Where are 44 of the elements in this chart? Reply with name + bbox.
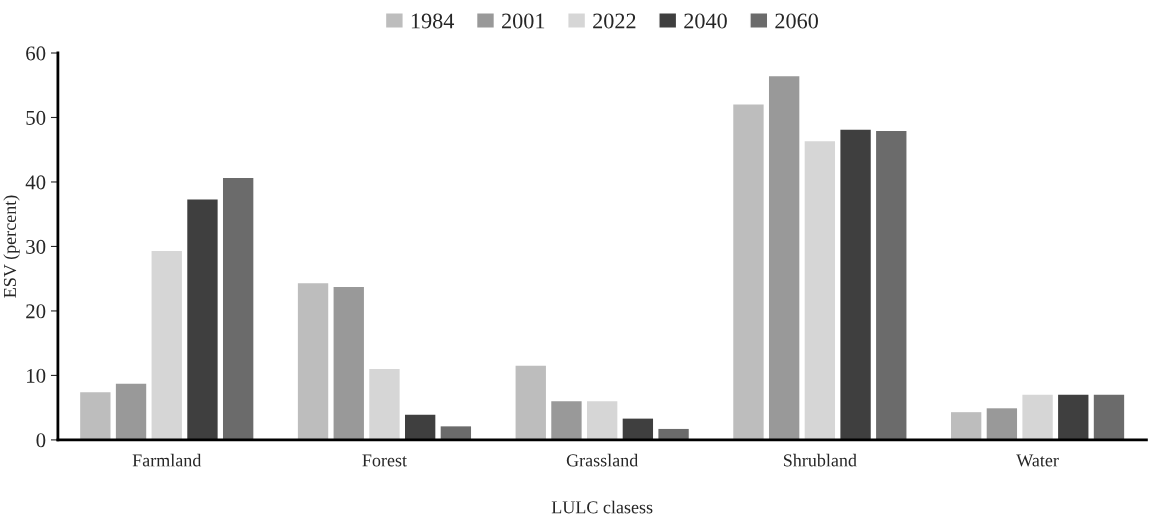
bar (950, 412, 982, 440)
bar (297, 283, 329, 440)
bar (151, 250, 182, 440)
bar (369, 368, 400, 440)
bar (187, 199, 218, 440)
bar (586, 401, 618, 440)
legend-label: 2001 (502, 13, 545, 29)
y-tick-label: 60 (26, 46, 46, 61)
y-tick-label: 20 (26, 304, 46, 319)
bar (551, 401, 582, 440)
x-tick-label: Farmland (132, 453, 202, 467)
bar (658, 428, 689, 440)
bar (876, 131, 907, 440)
legend-label: 2040 (684, 13, 727, 29)
x-axis-title: LULC clasess (551, 500, 653, 514)
y-axis-title: ESV (percent) (3, 195, 20, 298)
y-tick-label: 10 (27, 368, 46, 383)
x-tick-label: Forest (362, 454, 407, 467)
bar (840, 129, 871, 440)
x-tick-label: Grassland (566, 453, 639, 467)
y-tick-label: 40 (25, 175, 46, 190)
bar (80, 392, 111, 440)
bar (986, 408, 1018, 440)
bar (404, 414, 436, 440)
legend-label: 2022 (593, 13, 636, 29)
bar (440, 426, 472, 440)
bar (333, 287, 364, 440)
bar (222, 178, 254, 440)
y-tick-label: 50 (26, 110, 46, 125)
legend-label: 2060 (775, 13, 818, 29)
bar (115, 383, 147, 440)
bar (804, 141, 836, 440)
y-tick-label: 30 (26, 239, 46, 254)
bar (1093, 394, 1125, 440)
bar (1058, 394, 1089, 440)
x-tick-label: Water (1016, 454, 1059, 467)
bar (768, 76, 800, 440)
legend-label: 1984 (411, 13, 455, 29)
y-tick-label: 0 (36, 433, 46, 448)
bar (1022, 394, 1053, 440)
bar (622, 418, 654, 440)
bar (515, 365, 546, 440)
bar (733, 104, 764, 440)
x-tick-label: Shrubland (783, 453, 857, 467)
